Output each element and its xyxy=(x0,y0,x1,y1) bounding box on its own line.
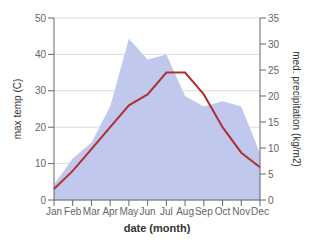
svg-text:20: 20 xyxy=(268,91,280,102)
svg-text:0: 0 xyxy=(40,195,46,206)
svg-text:20: 20 xyxy=(35,122,47,133)
svg-text:10: 10 xyxy=(35,158,47,169)
svg-text:35: 35 xyxy=(268,13,280,24)
svg-text:0: 0 xyxy=(268,195,274,206)
svg-text:30: 30 xyxy=(35,85,47,96)
svg-text:Sep: Sep xyxy=(195,206,213,217)
svg-text:Nov: Nov xyxy=(232,206,250,217)
svg-text:15: 15 xyxy=(268,117,280,128)
svg-text:Oct: Oct xyxy=(215,206,231,217)
svg-text:Dec: Dec xyxy=(251,206,269,217)
svg-text:max temp (C): max temp (C) xyxy=(12,79,23,140)
svg-text:May: May xyxy=(119,206,138,217)
svg-text:med. precipitation (kg/m2): med. precipitation (kg/m2) xyxy=(291,51,302,167)
svg-text:50: 50 xyxy=(35,13,47,24)
svg-text:Feb: Feb xyxy=(64,206,82,217)
svg-text:40: 40 xyxy=(35,49,47,60)
svg-text:10: 10 xyxy=(268,143,280,154)
svg-text:5: 5 xyxy=(268,169,274,180)
svg-text:Aug: Aug xyxy=(176,206,194,217)
svg-text:Jun: Jun xyxy=(140,206,156,217)
svg-text:Jul: Jul xyxy=(160,206,173,217)
svg-text:Mar: Mar xyxy=(83,206,101,217)
svg-text:Jan: Jan xyxy=(46,206,62,217)
svg-text:Apr: Apr xyxy=(102,206,118,217)
svg-text:30: 30 xyxy=(268,39,280,50)
svg-text:date (month): date (month) xyxy=(124,222,191,234)
svg-text:25: 25 xyxy=(268,65,280,76)
